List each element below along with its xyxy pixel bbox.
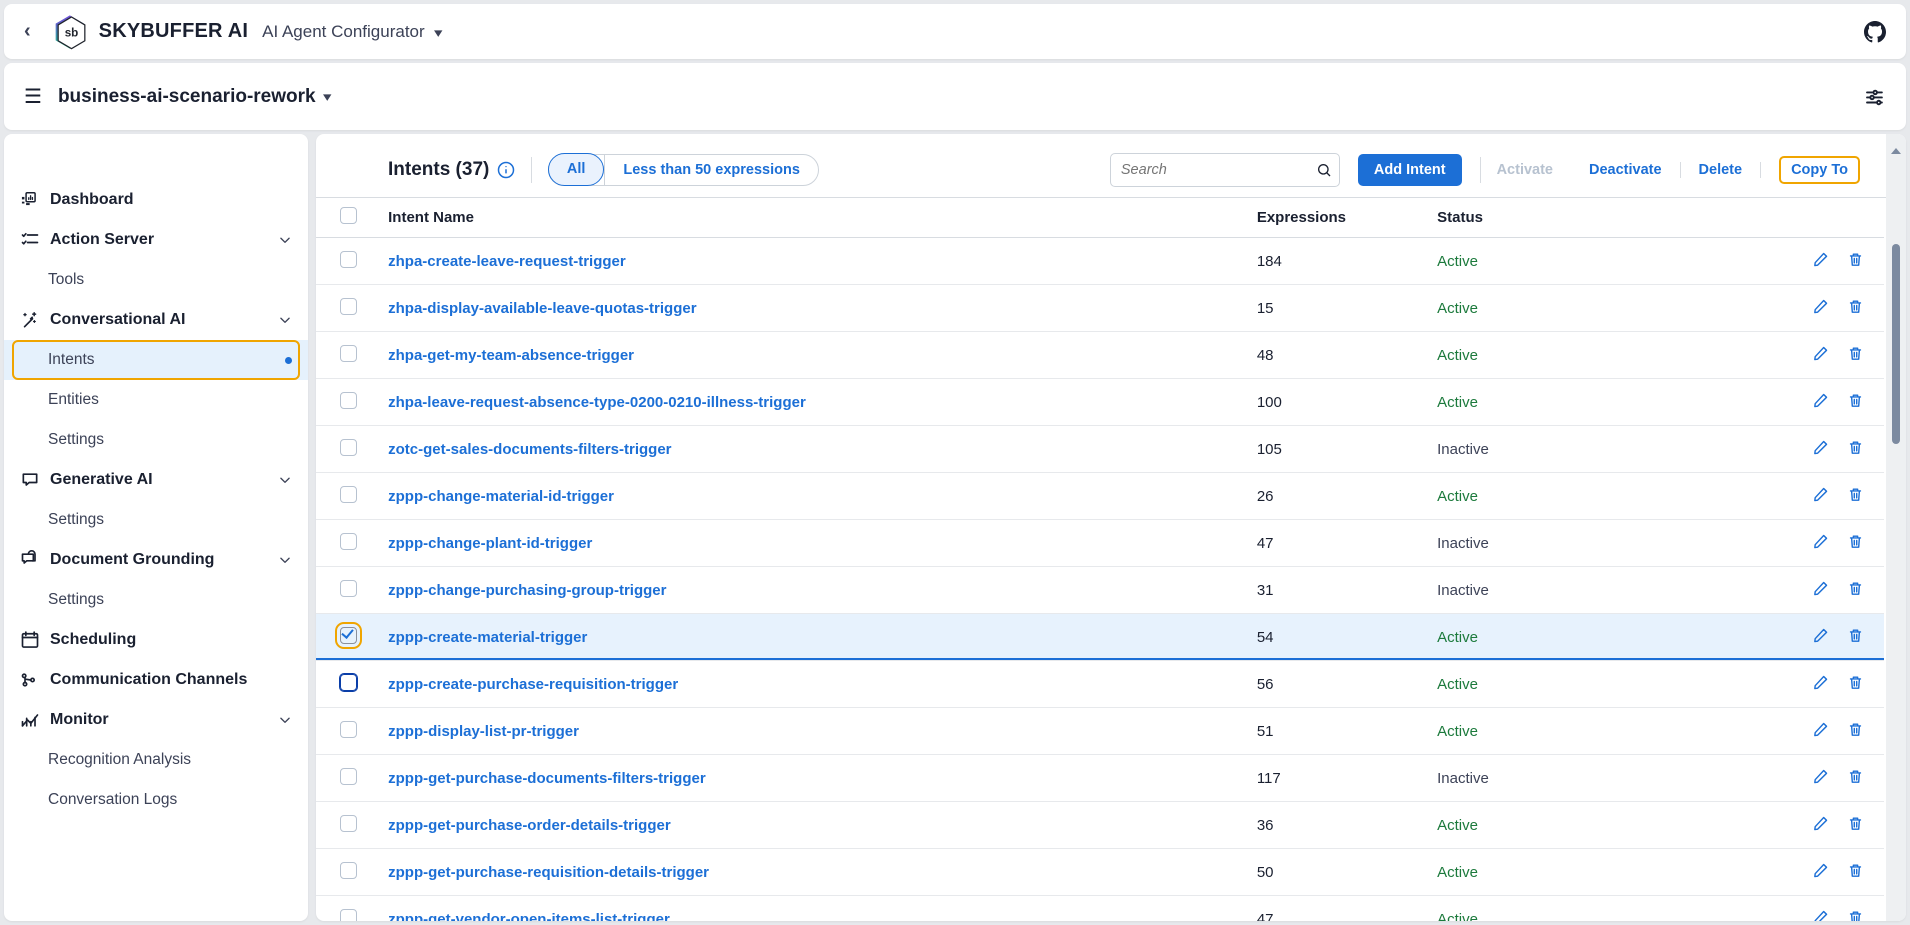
- svg-text:sb: sb: [64, 26, 78, 39]
